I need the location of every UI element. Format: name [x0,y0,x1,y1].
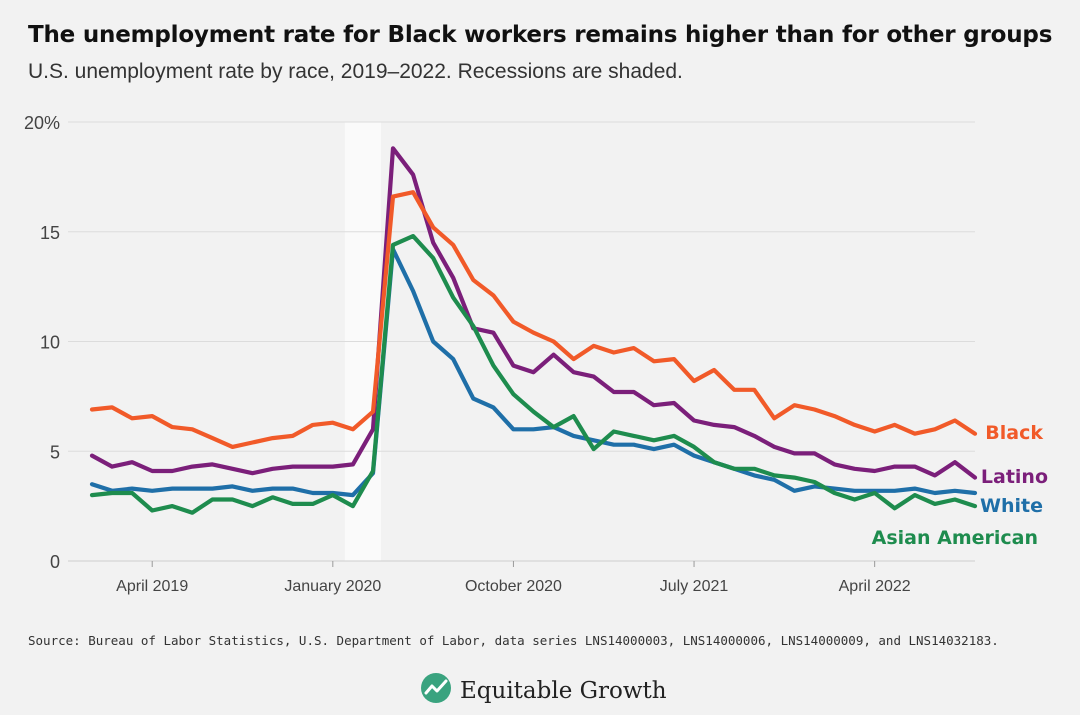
y-tick-label: 0 [50,552,60,572]
y-tick-label: 20% [24,113,60,133]
chart-title: The unemployment rate for Black workers … [28,22,1053,48]
grid-layer [68,121,975,562]
y-tick-label: 5 [50,442,60,462]
x-tick-label: April 2019 [116,578,188,595]
x-tick-label: April 2022 [839,578,911,595]
x-tick-label: July 2021 [660,578,729,595]
series-line-asian-american [89,234,978,515]
y-tick-label: 15 [40,223,60,243]
series-label-latino: Latino [981,466,1048,488]
brand-name: Equitable Growth [460,677,667,704]
x-tick-label: October 2020 [465,578,562,595]
series-layer [89,146,978,515]
series-label-white: White [980,495,1043,517]
series-line-black [89,190,978,449]
brand-logo: Equitable Growth [420,672,667,709]
series-label-black: Black [985,422,1043,444]
y-tick-label: 10 [40,333,60,353]
line-chart: 0 5 10 15 20% April 2019 January 2020 October 2… [24,113,1048,595]
leaf-chart-logo-icon [420,672,452,709]
chart-subtitle: U.S. unemployment rate by race, 2019–202… [28,60,683,83]
series-label-asian-american: Asian American [872,527,1038,549]
x-tick-label: January 2020 [284,578,381,595]
source-note: Source: Bureau of Labor Statistics, U.S.… [28,633,999,648]
axis-layer: 0 5 10 15 20% April 2019 January 2020 October 2… [24,113,911,595]
series-label-layer: Black Latino White Asian American [872,422,1048,549]
series-line-latino [89,146,978,480]
